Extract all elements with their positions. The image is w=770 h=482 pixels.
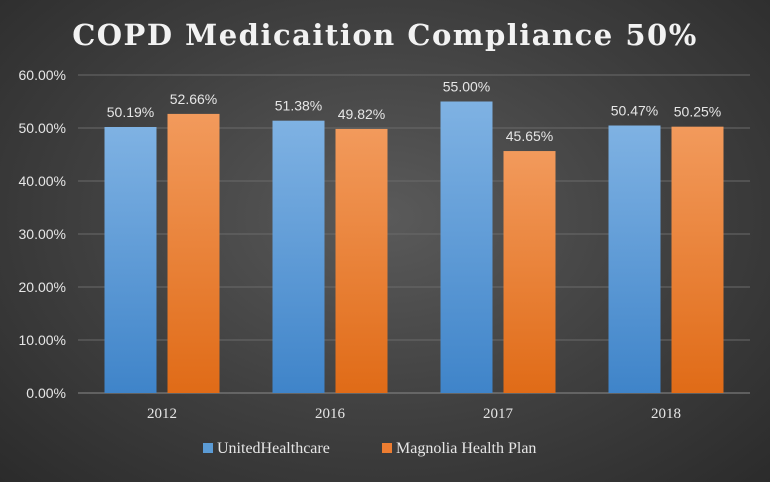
x-category-label: 2012: [147, 406, 177, 422]
x-axis-category-labels: 2012 2016 2017 2018: [147, 406, 681, 422]
bar-unitedhealthcare-2017: [440, 101, 493, 393]
y-tick-label: 50.00%: [19, 120, 66, 136]
legend-label: UnitedHealthcare: [217, 440, 330, 457]
data-label: 45.65%: [506, 128, 553, 144]
bar-unitedhealthcare-2018: [608, 125, 661, 393]
data-label: 50.47%: [611, 103, 658, 119]
y-tick-label: 60.00%: [19, 67, 66, 83]
x-category-label: 2016: [315, 406, 346, 422]
y-tick-label: 20.00%: [19, 279, 66, 295]
data-label: 49.82%: [338, 106, 385, 122]
x-category-label: 2017: [483, 406, 514, 422]
bar-magnolia-health-plan-2018: [671, 126, 724, 394]
data-label: 52.66%: [170, 91, 217, 107]
data-label: 55.00%: [443, 79, 490, 95]
legend-label: Magnolia Health Plan: [396, 440, 536, 457]
x-category-label: 2018: [651, 406, 681, 422]
y-tick-label: 0.00%: [26, 385, 66, 401]
y-axis-tick-labels: 0.00% 10.00% 20.00% 30.00% 40.00% 50.00% 60.00…: [19, 67, 66, 401]
data-label: 50.19%: [107, 104, 154, 120]
y-tick-label: 10.00%: [19, 332, 66, 348]
data-labels: 50.19% 52.66% 51.38% 49.82% 55.00% 45.65% 50.4…: [107, 79, 721, 145]
bar-magnolia-health-plan-2017: [503, 151, 556, 393]
y-tick-label: 40.00%: [19, 173, 66, 189]
bar-unitedhealthcare-2016: [272, 120, 325, 393]
legend-swatch: [382, 443, 392, 453]
bar-magnolia-health-plan-2012: [167, 113, 220, 393]
legend: UnitedHealthcare Magnolia Health Plan: [203, 440, 536, 457]
data-label: 50.25%: [674, 104, 721, 120]
legend-swatch: [203, 443, 213, 453]
bars: [104, 101, 724, 394]
data-label: 51.38%: [275, 98, 322, 114]
bar-magnolia-health-plan-2016: [335, 128, 388, 394]
y-tick-label: 30.00%: [19, 226, 66, 242]
bar-unitedhealthcare-2012: [104, 126, 157, 394]
chart-title: COPD Medicaition Compliance 50%: [72, 18, 698, 52]
